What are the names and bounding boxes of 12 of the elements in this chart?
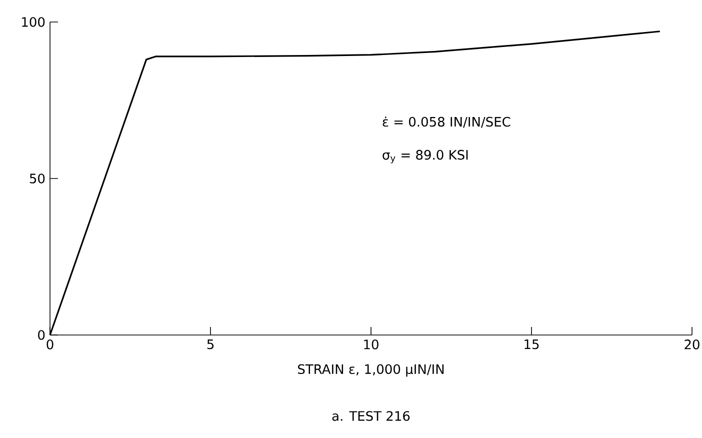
y-tick-label: 100 — [22, 17, 45, 27]
x-tick-label: 0 — [46, 340, 54, 350]
text: a. TEST 216 — [332, 411, 410, 421]
x-tick-label: 10 — [364, 340, 378, 350]
x-tick-label: 15 — [524, 340, 539, 350]
y-tick-label: 50 — [30, 174, 45, 184]
annotation: σ$_{y}$ = 89.0 KSI — [382, 150, 468, 164]
x-axis-title: STRAIN ε, 1,000 μIN/IN — [298, 364, 444, 377]
x-tick-label: 5 — [207, 340, 214, 350]
annotation: ε̇ = 0.058 IN/IN/SEC — [382, 116, 510, 128]
x-tick-label: 20 — [684, 340, 700, 350]
y-tick-label: 0 — [38, 330, 45, 340]
